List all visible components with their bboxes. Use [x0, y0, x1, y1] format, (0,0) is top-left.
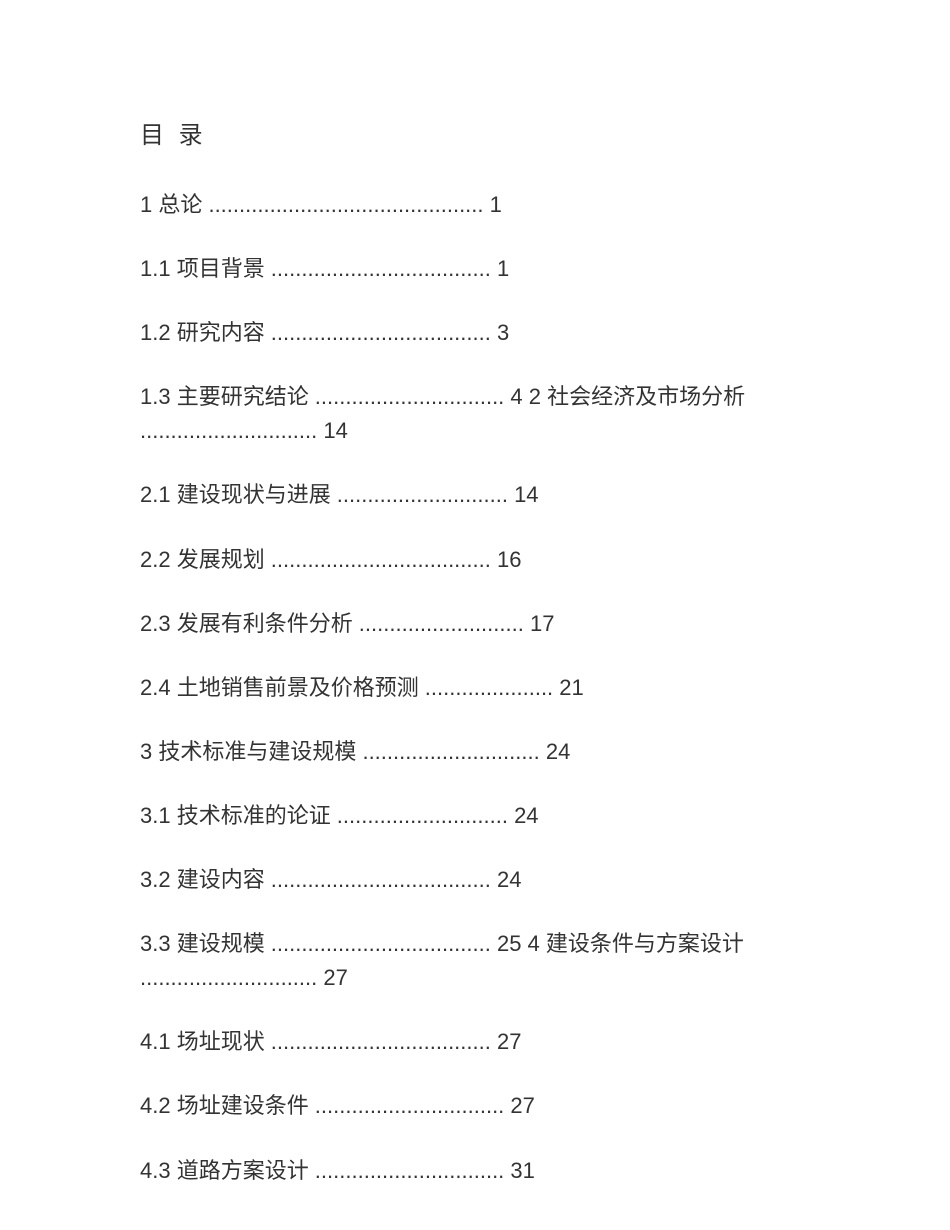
toc-entry: 4.3 道路方案设计 .............................… [140, 1154, 810, 1188]
toc-entry: 4.1 场址现状 ...............................… [140, 1025, 810, 1059]
toc-entry: 1.2 研究内容 ...............................… [140, 316, 810, 350]
toc-entry: 3 技术标准与建设规模 ............................… [140, 735, 810, 769]
toc-entry: 4.2 场址建设条件 .............................… [140, 1089, 810, 1123]
toc-entry: 2.4 土地销售前景及价格预测 ..................... 21 [140, 671, 810, 705]
toc-entry: 1 总论 ...................................… [140, 188, 810, 222]
toc-entry: 3.1 技术标准的论证 ............................… [140, 799, 810, 833]
toc-title: 目 录 [140, 115, 810, 150]
toc-entry: 2.2 发展规划 ...............................… [140, 543, 810, 577]
toc-entry: 1.1 项目背景 ...............................… [140, 252, 810, 286]
toc-entry: 2.3 发展有利条件分析 ...........................… [140, 607, 810, 641]
toc-entry: 3.3 建设规模 ...............................… [140, 927, 810, 995]
toc-entry: 3.2 建设内容 ...............................… [140, 863, 810, 897]
toc-entry: 2.1 建设现状与进展 ............................… [140, 478, 810, 512]
toc-entry: 1.3 主要研究结论 .............................… [140, 380, 810, 448]
